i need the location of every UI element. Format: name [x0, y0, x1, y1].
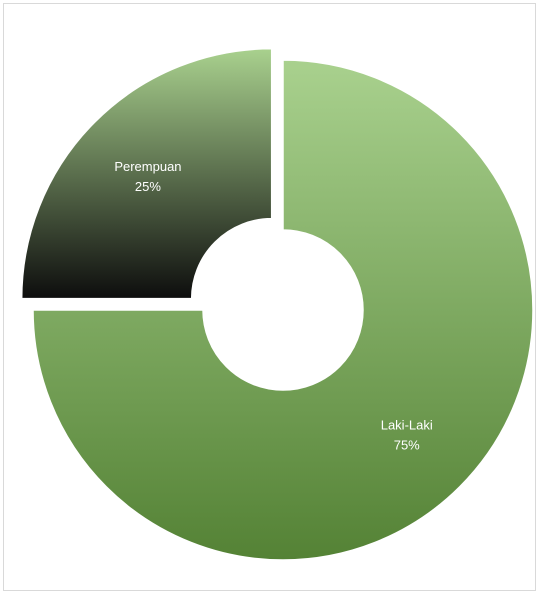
slice-laki-laki — [32, 59, 534, 561]
slices-group — [20, 47, 534, 561]
slice-label-name: Perempuan — [114, 159, 181, 174]
slice-label-value: 75% — [394, 438, 420, 453]
slice-perempuan — [20, 47, 273, 300]
slice-label-value: 25% — [135, 179, 161, 194]
labels-group: Laki-Laki 75% Perempuan 25% — [114, 159, 433, 453]
slice-label-name: Laki-Laki — [381, 418, 433, 433]
